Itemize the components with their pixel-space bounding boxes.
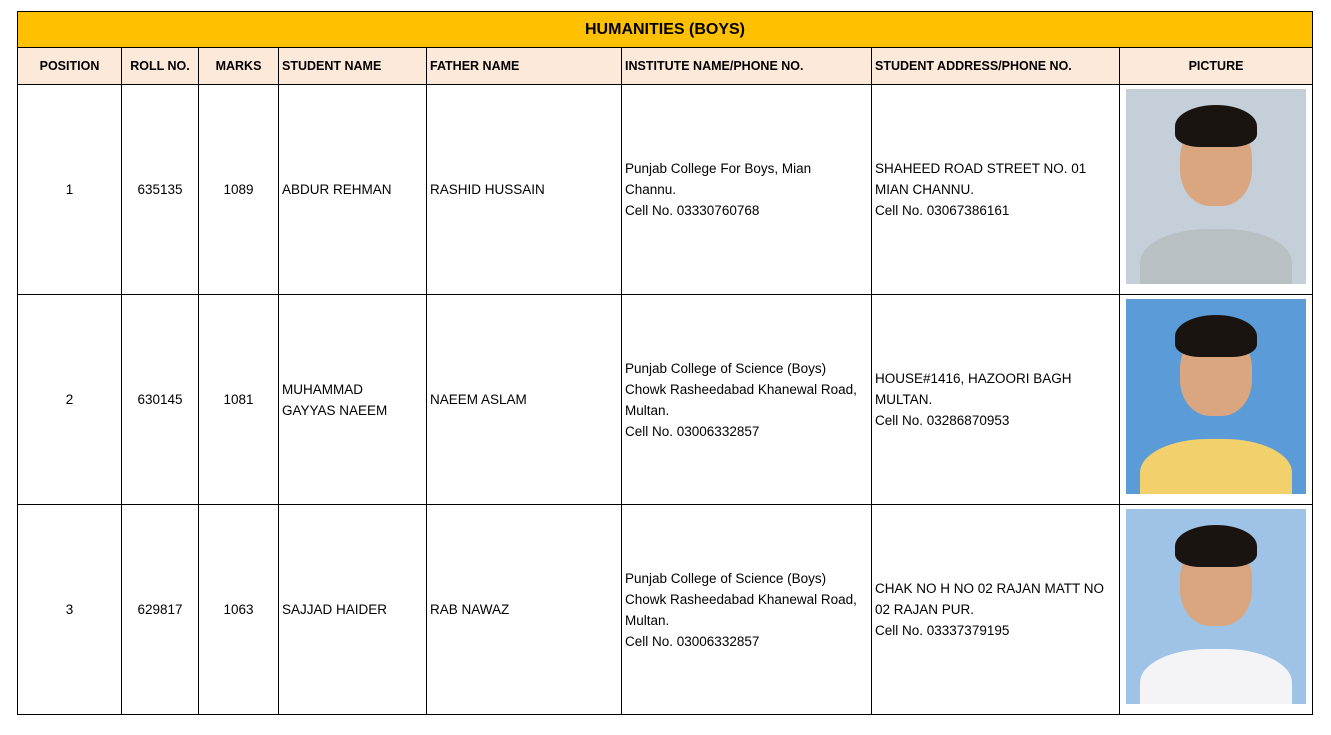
address-cell: SHAHEED ROAD STREET NO. 01 MIAN CHANNU. Ce…	[871, 84, 1120, 295]
cell-line: Cell No. 03006332857	[625, 423, 760, 439]
col-header-student-name: STUDENT NAME	[278, 47, 427, 85]
cell-line: Cell No. 03330760768	[625, 203, 760, 218]
picture-cell	[1119, 504, 1313, 715]
cell-line: MUHAMMAD	[282, 381, 363, 397]
col-header-father-name: FATHER NAME	[426, 47, 622, 85]
table-row: 3 629817 1063 SAJJAD HAIDER RAB NAWAZ Punjab …	[17, 504, 1313, 715]
position-cell: 1	[17, 84, 122, 295]
cell-line: MIAN CHANNU.	[875, 182, 975, 197]
student-photo	[1126, 509, 1306, 704]
roll-no-cell: 629817	[121, 504, 199, 715]
col-header-address: STUDENT ADDRESS/PHONE NO.	[871, 47, 1120, 85]
father-name-cell: NAEEM ASLAM	[426, 294, 622, 505]
cell-line: ABDUR REHMAN	[282, 182, 392, 197]
col-header-marks: MARKS	[198, 47, 279, 85]
cell-line: Chowk Rasheedabad Khanewal Road,	[625, 381, 857, 397]
student-photo	[1126, 89, 1306, 284]
cell-line: Multan.	[625, 612, 670, 628]
cell-line: Cell No. 03337379195	[875, 623, 1010, 638]
marks-cell: 1089	[198, 84, 279, 295]
cell-line: Punjab College of Science (Boys)	[625, 570, 827, 586]
father-name-cell: RASHID HUSSAIN	[426, 84, 622, 295]
cell-line: Chowk Rasheedabad Khanewal Road,	[625, 591, 857, 607]
institute-cell: Punjab College For Boys, Mian Channu. Cell…	[621, 84, 872, 295]
col-header-picture: PICTURE	[1119, 47, 1313, 85]
student-name-cell: MUHAMMAD GAYYAS NAEEM	[278, 294, 427, 505]
table-title: HUMANITIES (BOYS)	[17, 11, 1313, 48]
roll-no-cell: 630145	[121, 294, 199, 505]
address-cell: HOUSE#1416, HAZOORI BAGH MULTAN. Cell No. …	[871, 294, 1120, 505]
cell-line: SHAHEED ROAD STREET NO. 01	[875, 161, 1087, 176]
marks-cell: 1081	[198, 294, 279, 505]
cell-line: Cell No. 03286870953	[875, 413, 1010, 428]
student-photo	[1126, 299, 1306, 494]
cell-line: Cell No. 03006332857	[625, 633, 760, 649]
header-row: POSITION ROLL NO. MARKS STUDENT NAME FAT…	[17, 47, 1313, 85]
col-header-institute: INSTITUTE NAME/PHONE NO.	[621, 47, 872, 85]
cell-line: MULTAN.	[875, 392, 933, 407]
cell-line: Multan.	[625, 402, 670, 418]
col-header-roll-no: ROLL NO.	[121, 47, 199, 85]
address-cell: CHAK NO H NO 02 RAJAN MATT NO 02 RAJAN PU…	[871, 504, 1120, 715]
cell-line: Cell No. 03067386161	[875, 203, 1010, 218]
col-header-position: POSITION	[17, 47, 122, 85]
position-cell: 2	[17, 294, 122, 505]
cell-line: GAYYAS NAEEM	[282, 402, 388, 418]
picture-cell	[1119, 294, 1313, 505]
institute-cell: Punjab College of Science (Boys) Chowk Ra…	[621, 294, 872, 505]
cell-line: 02 RAJAN PUR.	[875, 602, 975, 617]
father-name-cell: RAB NAWAZ	[426, 504, 622, 715]
student-name-cell: SAJJAD HAIDER	[278, 504, 427, 715]
position-cell: 3	[17, 504, 122, 715]
picture-cell	[1119, 84, 1313, 295]
marks-cell: 1063	[198, 504, 279, 715]
roll-no-cell: 635135	[121, 84, 199, 295]
cell-line: SAJJAD HAIDER	[282, 602, 388, 617]
cell-line: Punjab College of Science (Boys)	[625, 360, 827, 376]
cell-line: HOUSE#1416, HAZOORI BAGH	[875, 371, 1072, 386]
table-row: 2 630145 1081 MUHAMMAD GAYYAS NAEEM NAEEM ASL…	[17, 294, 1313, 505]
cell-line: CHAK NO H NO 02 RAJAN MATT NO	[875, 581, 1105, 596]
results-table: HUMANITIES (BOYS) POSITION ROLL NO. MARK…	[17, 11, 1313, 715]
cell-line: Punjab College For Boys, Mian	[625, 161, 812, 176]
cell-line: Channu.	[625, 182, 677, 197]
student-name-cell: ABDUR REHMAN	[278, 84, 427, 295]
table-row: 1 635135 1089 ABDUR REHMAN RASHID HUSSAIN Pun…	[17, 84, 1313, 295]
institute-cell: Punjab College of Science (Boys) Chowk Ra…	[621, 504, 872, 715]
